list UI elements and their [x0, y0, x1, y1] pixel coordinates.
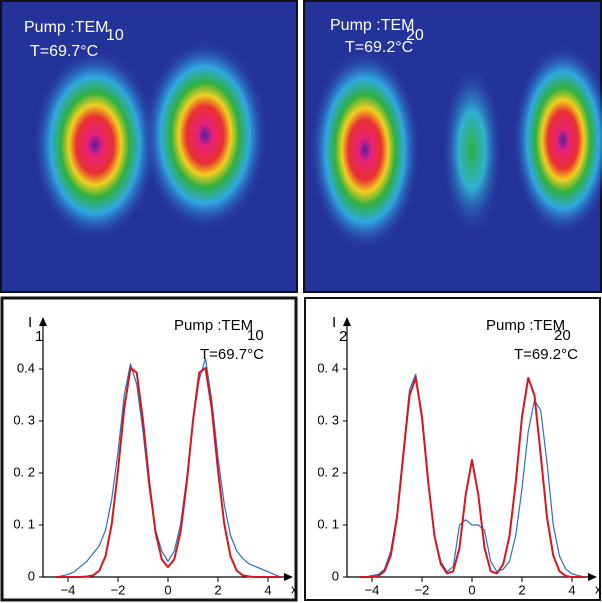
image-label-subscript: 20 — [406, 27, 424, 44]
image-temperature: T=69.7°C — [30, 43, 98, 60]
y-tick-label: 0. 3 — [317, 412, 339, 427]
data-line — [359, 373, 585, 578]
y-tick-label: 0. 1 — [13, 516, 35, 531]
x-tick-label: 4 — [568, 582, 575, 597]
x-axis-arrow — [284, 573, 293, 581]
plot-frame — [0, 296, 298, 602]
data-line — [55, 358, 281, 578]
image-label: Pump :TEM — [330, 17, 414, 34]
y-axis-label: I — [332, 314, 336, 331]
annotation: Pump :TEM — [486, 317, 565, 334]
x-tick-label: −4 — [61, 582, 76, 597]
beam-image-2 — [303, 0, 602, 293]
x-tick-label: 4 — [264, 582, 271, 597]
annotation-temperature: T=69.7°C — [200, 346, 264, 363]
data-line — [55, 366, 281, 578]
annotation-temperature: T=69.2°C — [514, 346, 578, 363]
y-axis-label-subscript: 2 — [339, 328, 347, 345]
y-axis-arrow — [39, 317, 47, 326]
y-axis-label: I — [28, 314, 32, 331]
annotation-subscript: 20 — [554, 327, 571, 344]
data-line — [359, 376, 585, 578]
annotation: Pump :TEM — [174, 317, 253, 334]
image-temperature: T=69.2°C — [345, 39, 413, 56]
y-tick-label: 0. 3 — [13, 412, 35, 427]
y-tick-label: 0. 1 — [317, 516, 339, 531]
x-tick-label: 0 — [468, 582, 475, 597]
y-axis-arrow — [343, 317, 351, 326]
y-axis-label-subscript: 1 — [35, 328, 43, 345]
x-tick-label: 2 — [214, 582, 221, 597]
image-label: Pump :TEM — [24, 19, 108, 36]
y-tick-label: 0. 4 — [317, 360, 339, 375]
x-tick-label: 0 — [164, 582, 171, 597]
x-tick-label: −4 — [365, 582, 380, 597]
x-tick-label: 2 — [518, 582, 525, 597]
y-tick-label: 0 — [28, 568, 35, 583]
annotation-subscript: 10 — [247, 327, 264, 344]
image-label-subscript: 10 — [106, 27, 124, 44]
x-axis-arrow — [588, 573, 597, 581]
x-axis-label: x — [291, 581, 298, 596]
plot-frame — [304, 297, 601, 601]
x-tick-label: −2 — [415, 582, 430, 597]
x-axis-label: x — [595, 581, 602, 596]
beam-image-1 — [0, 0, 298, 293]
y-tick-label: 0.4 — [17, 360, 35, 375]
x-tick-label: −2 — [111, 582, 126, 597]
y-tick-label: 0. 2 — [317, 464, 339, 479]
y-tick-label: 0. 2 — [13, 464, 35, 479]
y-tick-label: 0 — [332, 568, 339, 583]
